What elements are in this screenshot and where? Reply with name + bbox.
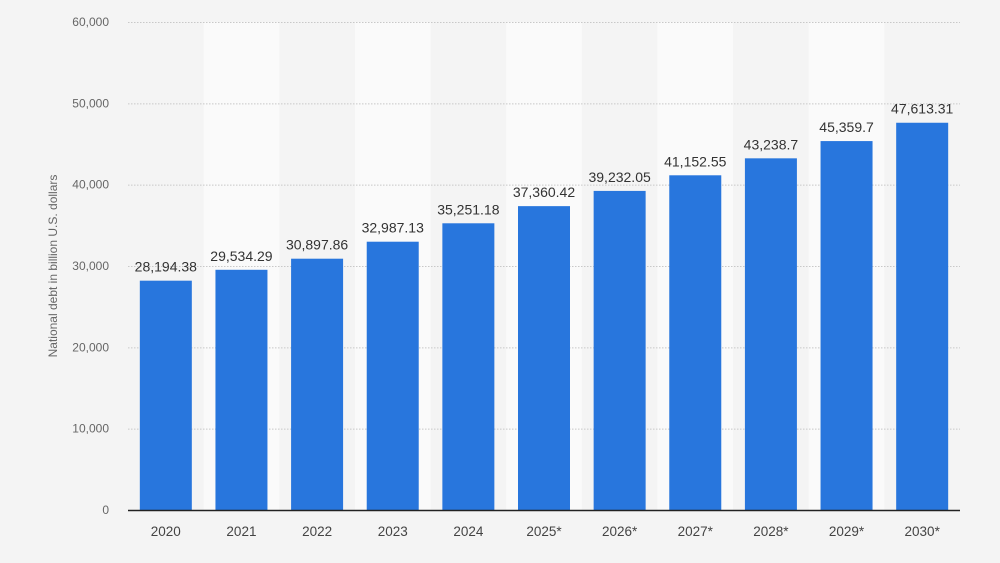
bar-2029* [820,141,873,510]
x-tick-label: 2029* [829,524,865,539]
x-tick-label: 2028* [753,524,789,539]
bar-2020 [139,280,192,510]
y-tick-label: 60,000 [72,15,109,29]
x-tick-label: 2027* [678,524,714,539]
bar-2024 [442,223,495,510]
x-tick-label: 2023 [378,524,408,539]
x-tick-label: 2024 [453,524,484,539]
y-tick-label: 50,000 [72,96,109,110]
y-tick-label: 10,000 [72,422,109,436]
x-tick-label: 2021 [226,524,256,539]
data-label: 47,613.31 [891,101,953,117]
data-label: 29,534.29 [210,248,272,264]
bar-2028* [744,158,797,510]
y-tick-label: 40,000 [72,178,109,192]
data-label: 45,359.7 [819,119,874,135]
bar-2023 [366,241,419,510]
bar-2022 [291,258,344,510]
y-axis-label: National debt in billion U.S. dollars [46,175,60,358]
data-label: 35,251.18 [437,201,499,217]
data-label: 43,238.7 [744,136,799,152]
data-label: 32,987.13 [362,220,424,236]
bar-2026* [593,190,646,510]
data-label: 39,232.05 [588,169,650,185]
y-tick-label: 30,000 [72,259,109,273]
data-label: 30,897.86 [286,237,348,253]
x-tick-label: 2025* [526,524,562,539]
x-tick-label: 2030* [905,524,941,539]
bar-2025* [518,206,570,510]
bar-2027* [669,175,722,510]
bar-2030* [896,122,949,510]
data-label: 28,194.38 [135,259,197,275]
x-tick-label: 2026* [602,524,638,539]
x-tick-label: 2022 [302,524,332,539]
x-tick-label: 2020 [151,524,181,539]
bar-2021 [215,269,268,510]
data-label: 37,360.42 [513,184,575,200]
y-tick-label: 20,000 [72,340,109,354]
data-label: 41,152.55 [664,153,726,169]
y-tick-label: 0 [102,503,109,517]
